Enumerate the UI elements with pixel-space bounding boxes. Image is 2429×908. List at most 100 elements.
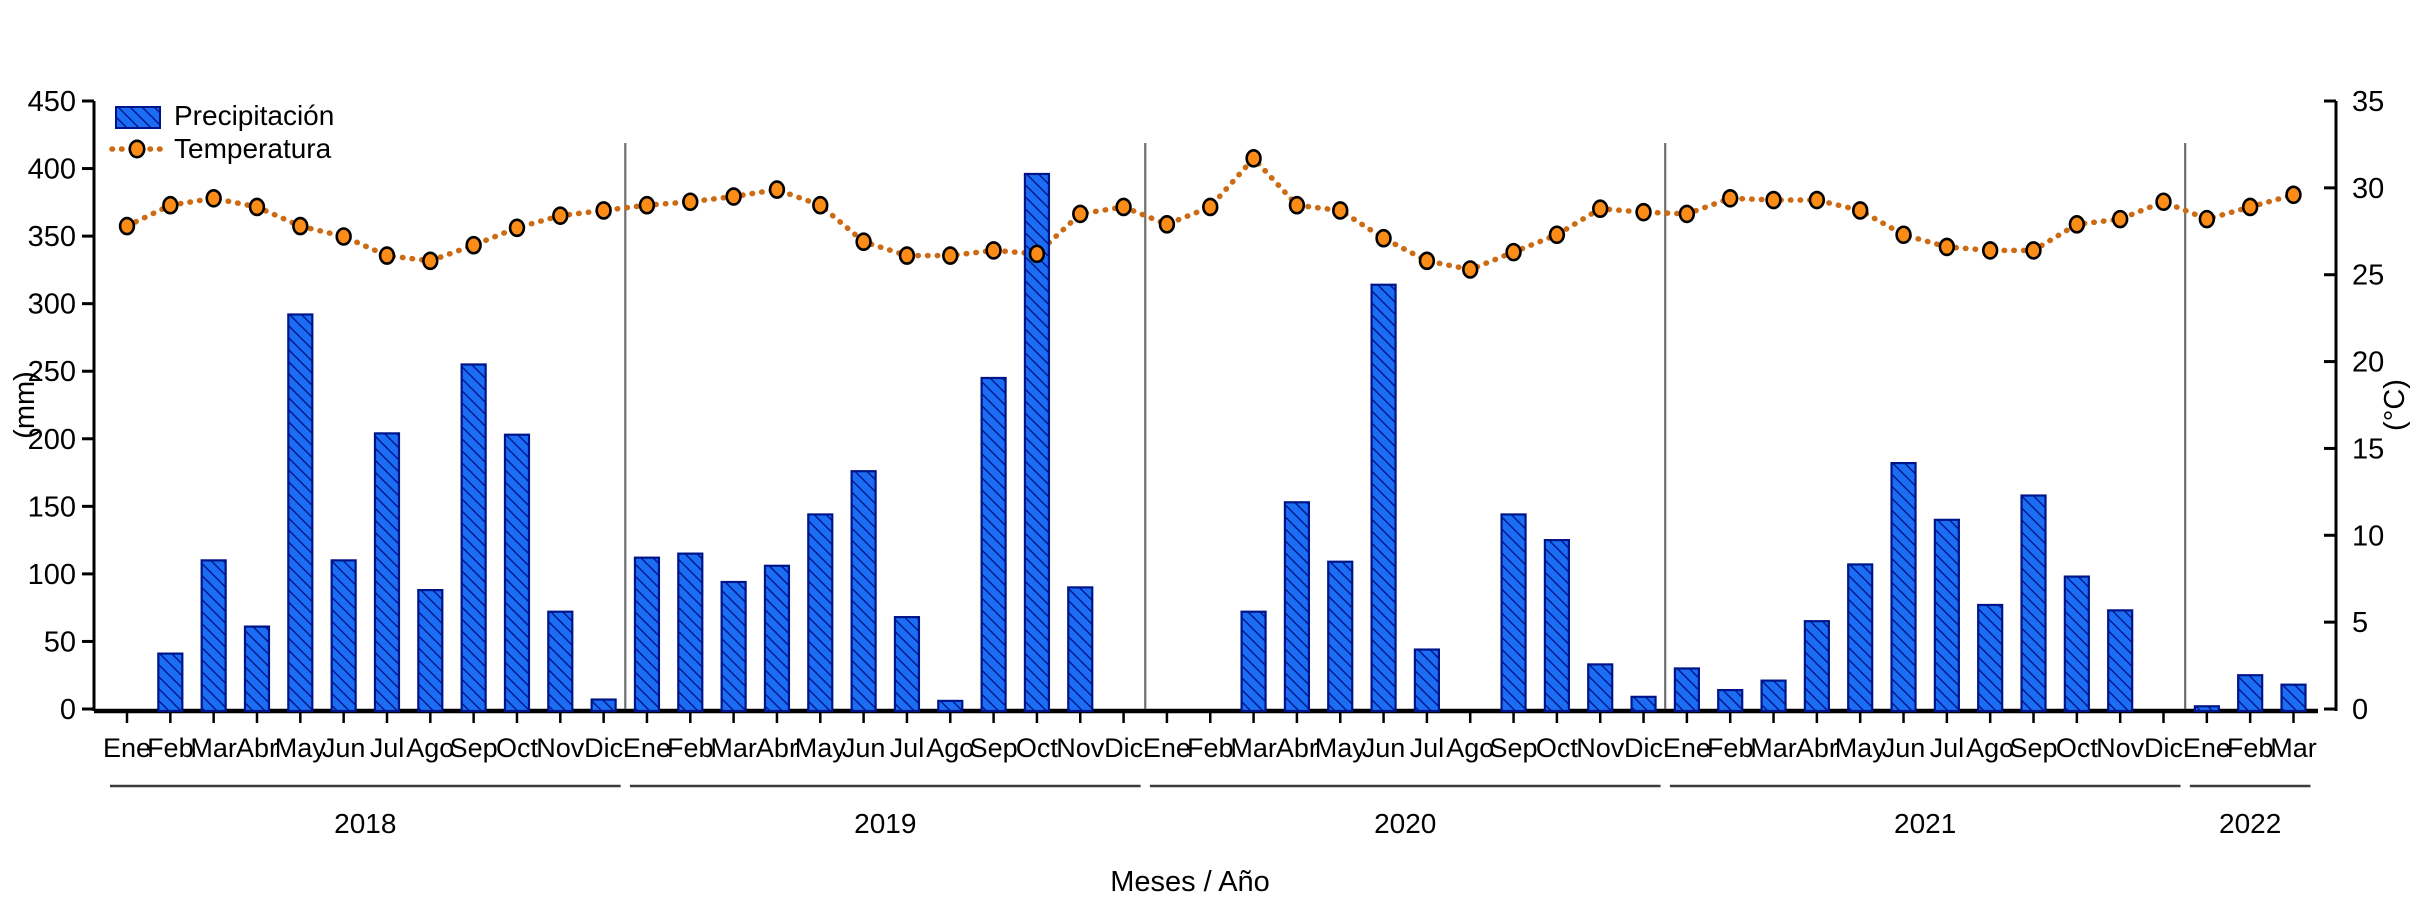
legend-temperature-label: Temperatura [174,133,332,164]
bar-2020-Abr [1283,501,1311,713]
month-label: Ago [926,733,974,763]
month-label: Ago [1446,733,1494,763]
temp-point-2018-Abr [248,197,266,217]
month-label: Nov [1056,733,1105,763]
month-label: Dic [584,733,623,763]
month-label: Oct [1536,733,1579,763]
year-label-2021: 2021 [1894,808,1956,839]
month-label: Mar [190,733,237,763]
right-axis-title: (°C) [2379,379,2411,431]
month-label: Jul [1410,733,1445,763]
month-label: Ene [623,733,671,763]
month-label: Abr [756,733,798,763]
temp-point-2020-Oct [1548,225,1566,245]
left-axis-title: (mm) [9,371,41,439]
bar-2019-Jun [850,470,877,713]
month-label: May [795,733,847,763]
temp-point-2019-Sep [985,241,1002,260]
left-axis-tick-label: 0 [60,694,76,726]
temp-point-2019-Abr [768,180,786,199]
temp-point-2021-Jul [1938,237,1956,257]
month-label: Oct [2056,733,2099,763]
temp-point-2021-Ago [1981,241,1999,260]
month-label: Abr [1796,733,1838,763]
temp-point-2019-Ene [638,195,656,215]
bar-2020-Jun [1370,283,1397,713]
temp-point-2020-Abr [1288,195,1306,215]
bar-2021-Abr [1803,620,1830,713]
temp-point-2018-Jun [335,227,352,246]
bar-2018-Feb [157,652,184,713]
bar-2021-Ene [1673,667,1700,713]
bar-2022-Ene [2193,705,2220,713]
bar-2021-Mar [1760,679,1787,713]
bar-2020-Sep [1500,513,1527,713]
bar-2019-Jul [893,616,921,713]
month-label: Nov [536,733,585,763]
month-label: May [1315,733,1367,763]
temp-point-2021-Oct [2068,215,2086,234]
temp-point-2021-Feb [1722,188,1739,208]
bar-2021-May [1847,563,1874,713]
month-label: Nov [1576,733,1625,763]
left-axis-tick-label: 150 [28,491,76,523]
legend-precipitation-swatch [115,106,161,129]
legend-precipitation-label: Precipitación [174,100,334,131]
month-label: Feb [2227,733,2274,763]
bar-2021-Nov [2107,609,2134,713]
bar-2018-Jul [373,432,401,713]
temp-point-2018-Dic [595,201,612,220]
temp-point-2018-Jul [378,246,396,265]
bar-2020-Nov [1587,663,1614,713]
month-label: Ene [1143,733,1191,763]
temp-point-2018-May [292,216,309,236]
month-label: Feb [667,733,714,763]
temp-point-2021-Nov [2111,209,2129,229]
temp-point-2020-May [1332,201,1349,220]
bar-2022-Mar [2280,683,2307,713]
bar-2018-Dic [590,698,617,713]
month-label: Jun [1882,733,1926,763]
month-label: Feb [147,733,194,763]
bar-2019-Ene [633,556,661,713]
month-label: Dic [1624,733,1663,763]
right-axis-tick-label: 30 [2352,173,2384,205]
month-label: Sep [450,733,498,763]
month-label: Oct [496,733,539,763]
right-axis-tick-label: 20 [2352,347,2384,379]
month-label: Mar [710,733,757,763]
temp-point-2018-Oct [508,218,526,238]
bar-2021-Sep [2020,494,2047,713]
month-label: Jun [1362,733,1406,763]
bar-2020-Dic [1630,695,1657,713]
left-axis-tick-label: 300 [28,289,76,321]
x-axis-title: Meses / Año [1110,866,1270,898]
bar-2021-Jun [1890,461,1917,713]
temp-point-2020-Mar [1245,149,1262,168]
month-label: Feb [1187,733,1234,763]
month-label: Ago [406,733,454,763]
temp-point-2018-Nov [552,206,569,225]
month-label: Ago [1966,733,2014,763]
temp-point-2019-Feb [682,192,699,212]
bar-2018-Sep [460,363,487,713]
month-label: Mar [2270,733,2317,763]
bar-2019-Oct [1023,172,1051,713]
temp-point-2019-Mar [725,187,742,206]
month-label: Nov [2096,733,2145,763]
temp-point-2020-Nov [1592,199,1609,219]
right-axis-tick-label: 35 [2352,86,2384,118]
temp-point-2018-Feb [162,195,179,215]
left-axis-tick-label: 100 [28,559,76,591]
bar-2019-Mar [720,580,747,713]
month-label: Dic [1104,733,1143,763]
temp-point-2019-Oct [1028,244,1046,264]
left-axis-tick-label: 50 [44,626,76,658]
year-label-2019: 2019 [854,808,916,839]
bar-2018-Nov [547,610,574,713]
left-axis-tick-label: 450 [28,86,76,118]
left-axis-tick-label: 350 [28,221,76,253]
legend-temperature-marker-icon [128,139,146,159]
